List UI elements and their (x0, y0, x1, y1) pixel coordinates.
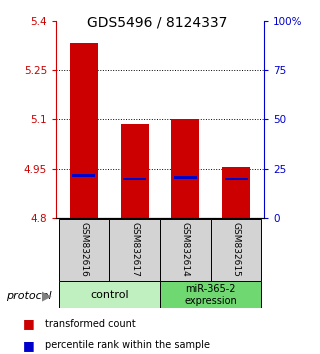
Text: protocol: protocol (6, 291, 52, 301)
Text: miR-365-2
expression: miR-365-2 expression (184, 284, 237, 306)
Bar (121, 124, 148, 218)
Bar (222, 167, 250, 218)
Text: GSM832617: GSM832617 (130, 222, 139, 277)
Text: GDS5496 / 8124337: GDS5496 / 8124337 (87, 16, 227, 30)
Bar (73, 175, 95, 177)
Bar (160, 281, 261, 308)
Text: ■: ■ (23, 318, 35, 330)
Text: ■: ■ (23, 339, 35, 352)
Text: GSM832616: GSM832616 (79, 222, 88, 277)
Bar (109, 219, 160, 281)
Text: control: control (90, 290, 129, 300)
Text: transformed count: transformed count (45, 319, 136, 329)
Bar (172, 120, 199, 218)
Bar (225, 178, 247, 181)
Bar (59, 281, 160, 308)
Text: GSM832614: GSM832614 (181, 222, 190, 276)
Bar (123, 178, 146, 181)
Bar (174, 176, 197, 179)
Bar (211, 219, 261, 281)
Text: ▶: ▶ (42, 289, 51, 302)
Text: percentile rank within the sample: percentile rank within the sample (45, 340, 210, 350)
Bar (160, 219, 211, 281)
Bar (70, 42, 98, 218)
Bar (59, 219, 109, 281)
Text: GSM832615: GSM832615 (232, 222, 241, 277)
